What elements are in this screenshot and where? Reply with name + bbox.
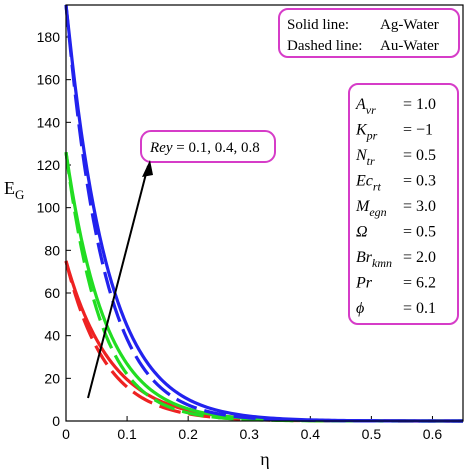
parameter-value: = 0.3	[403, 173, 436, 190]
y-tick-label: 20	[44, 370, 60, 386]
rey-annotation: Rey = 0.1, 0.4, 0.8	[87, 130, 276, 399]
parameter-name: Kpr	[355, 122, 378, 143]
y-axis-label-main: E	[4, 178, 15, 198]
parameter-name: Brkmn	[356, 249, 392, 270]
rey-arrowhead	[142, 160, 153, 177]
parameter-value: = 6.2	[403, 275, 436, 292]
parameter-name: Ω	[356, 224, 368, 241]
legend-dashed-label: Dashed line:	[287, 38, 362, 54]
x-tick-label: 0.5	[362, 426, 382, 442]
y-tick-label: 0	[52, 413, 60, 429]
y-axis-label-sub: G	[15, 187, 24, 202]
parameter-value: = 0.1	[403, 300, 436, 317]
parameter-value: = 3.0	[403, 198, 436, 215]
x-tick-label: 0.3	[239, 426, 259, 442]
parameter-name: Avr	[355, 96, 376, 117]
rey-annotation-var: Rey	[149, 140, 173, 156]
parameter-name: Pr	[355, 275, 373, 292]
rey-annotation-text: Rey = 0.1, 0.4, 0.8	[149, 140, 260, 156]
x-tick-label: 0.4	[301, 426, 321, 442]
parameter-rows: Avr = 1.0 Kpr = −1 Ntr = 0.5 Ecrt = 0.3 Megn = 3.…	[355, 96, 436, 317]
legend-dashed-value: Au-Water	[380, 38, 439, 54]
y-tick-label: 60	[44, 285, 60, 301]
y-tick-label: 180	[37, 29, 61, 45]
y-tick-label: 120	[37, 157, 61, 173]
parameter-name: Megn	[355, 198, 387, 219]
y-axis-label: EG	[4, 178, 24, 202]
parameter-name: Ecrt	[355, 173, 382, 194]
parameter-name: ϕ	[356, 300, 364, 317]
x-tick-label: 0.1	[117, 426, 137, 442]
rey-annotation-values: = 0.1, 0.4, 0.8	[172, 140, 259, 156]
x-tick-label: 0.6	[423, 426, 443, 442]
x-tick-label: 0	[62, 426, 70, 442]
parameter-value: = 0.5	[403, 224, 436, 241]
parameter-value: = 2.0	[403, 249, 436, 266]
y-tick-label: 80	[44, 242, 60, 258]
legend: Solid line: Ag-Water Dashed line: Au-Wat…	[278, 8, 460, 58]
y-tick-label: 160	[37, 72, 61, 88]
parameter-box: Avr = 1.0 Kpr = −1 Ntr = 0.5 Ecrt = 0.3 Megn = 3.…	[348, 83, 459, 325]
y-tick-label: 140	[37, 114, 61, 130]
tick-labels: 0 0.1 0.2 0.3 0.4 0.5 0.6 0 20 40 60 80 100 120 140 160…	[37, 29, 443, 442]
y-tick-label: 100	[37, 200, 61, 216]
x-tick-label: 0.2	[178, 426, 198, 442]
legend-solid-label: Solid line:	[287, 17, 349, 33]
rey-annotation-box	[140, 130, 276, 163]
y-tick-label: 40	[44, 328, 60, 344]
parameter-value: = 0.5	[403, 147, 436, 164]
x-axis-label: η	[260, 449, 269, 469]
parameter-box-frame	[348, 83, 459, 325]
legend-solid-value: Ag-Water	[380, 17, 439, 33]
parameter-value: = 1.0	[403, 96, 436, 113]
parameter-name: Ntr	[355, 147, 375, 168]
parameter-value: = −1	[403, 122, 433, 139]
legend-box	[278, 8, 460, 58]
plot-frame	[65, 4, 464, 422]
rey-arrow	[87, 165, 149, 399]
